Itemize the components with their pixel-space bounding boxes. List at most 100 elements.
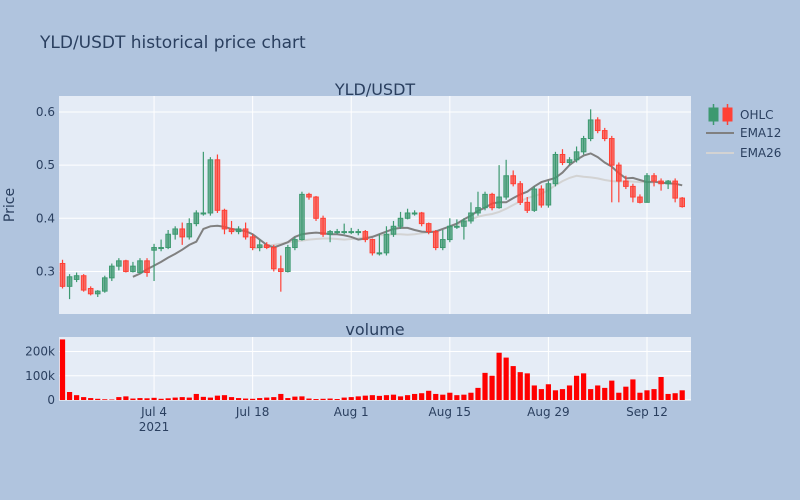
candle-body — [306, 193, 312, 198]
candle-body — [193, 212, 200, 225]
candle-body — [432, 231, 439, 249]
volume-subplot-title: volume — [345, 320, 404, 339]
candle-body — [320, 217, 326, 235]
candle-body — [348, 231, 355, 234]
volume-bar — [461, 394, 467, 400]
x-tick-label: Sep 12 — [626, 405, 668, 419]
candle-body — [411, 212, 418, 215]
legend[interactable]: OHLC EMA12 EMA26 — [706, 104, 781, 160]
candle-body — [313, 196, 319, 219]
candle-body — [130, 265, 136, 272]
candle-body — [425, 223, 432, 233]
volume-bar — [559, 389, 566, 400]
candle — [256, 239, 263, 252]
volume-bar — [369, 395, 375, 400]
candle — [679, 197, 685, 208]
volume-bar — [496, 352, 502, 400]
candle-body — [158, 247, 164, 250]
candle-body — [418, 212, 425, 225]
candle-body — [73, 275, 80, 280]
candle-body — [109, 265, 115, 279]
volume-bar — [581, 373, 587, 400]
candle — [517, 181, 524, 205]
candle — [461, 218, 467, 240]
candle — [425, 222, 432, 235]
candle-body — [608, 138, 615, 166]
volume-bar — [376, 395, 383, 400]
candle — [285, 244, 291, 273]
volume-bar — [623, 386, 629, 400]
volume-bar — [250, 398, 256, 400]
volume-bar — [454, 395, 460, 400]
volume-bar — [320, 398, 326, 400]
volume-bar — [348, 397, 354, 400]
candle — [348, 227, 355, 235]
legend-item-ohlc[interactable]: OHLC — [708, 104, 774, 125]
x-tick-label: Jul 18 — [235, 405, 270, 419]
volume-bar — [200, 396, 206, 400]
volume-bar — [566, 385, 573, 400]
candle — [468, 202, 474, 224]
candle — [630, 183, 636, 203]
candle-body — [489, 193, 495, 209]
volume-bar — [419, 393, 425, 400]
volume-bar — [88, 398, 94, 400]
legend-item-ema12[interactable]: EMA12 — [706, 126, 781, 140]
candle-body — [404, 212, 411, 219]
candle — [313, 195, 319, 221]
candle — [59, 259, 66, 289]
candle-body — [270, 247, 277, 270]
volume-bar — [383, 395, 390, 400]
candle — [383, 226, 390, 256]
volume-bar — [573, 375, 580, 400]
legend-item-ema26[interactable]: EMA26 — [706, 146, 781, 160]
volume-bar — [468, 392, 474, 400]
volume-bar — [214, 395, 221, 400]
candle — [404, 208, 411, 220]
volume-bar — [390, 394, 397, 400]
candle — [510, 170, 516, 187]
candle-body — [397, 217, 404, 227]
candle-body — [573, 151, 580, 161]
candle — [73, 272, 80, 283]
volume-bar — [510, 366, 516, 400]
candle — [123, 259, 129, 273]
candle — [623, 175, 629, 190]
volume-bar — [475, 387, 481, 400]
candle-body — [439, 239, 446, 249]
volume-bar — [179, 397, 185, 400]
volume-bar — [151, 397, 157, 400]
price-tick-label: 0.3 — [36, 264, 55, 278]
candle-body — [80, 275, 87, 291]
candle-body — [475, 207, 481, 214]
candle-body — [165, 233, 171, 249]
candle — [594, 117, 601, 134]
candle-body — [327, 231, 333, 235]
candle — [306, 192, 312, 200]
volume-bar — [327, 398, 333, 400]
candle-body — [256, 244, 263, 249]
price-axis-label: Price — [2, 188, 18, 222]
volume-bar — [313, 399, 319, 400]
volume-bar — [482, 372, 488, 400]
volume-tick-label: 200k — [25, 345, 55, 359]
candle — [158, 239, 164, 252]
volume-bar — [285, 398, 291, 400]
volume-bar — [531, 385, 537, 400]
volume-bar — [552, 390, 559, 400]
candle-body — [87, 287, 94, 295]
candle-body — [601, 130, 608, 140]
volume-bar — [595, 385, 601, 400]
volume-bars — [59, 339, 685, 400]
candle-body — [200, 212, 207, 215]
candle-body — [214, 159, 221, 211]
candle-body — [221, 209, 228, 230]
volume-bar — [278, 393, 284, 400]
x-tick-label: 2021 — [139, 420, 170, 434]
legend-label-ema12: EMA12 — [740, 126, 781, 140]
candle — [80, 274, 87, 292]
candle-body — [454, 225, 460, 228]
volume-bar — [517, 372, 523, 400]
